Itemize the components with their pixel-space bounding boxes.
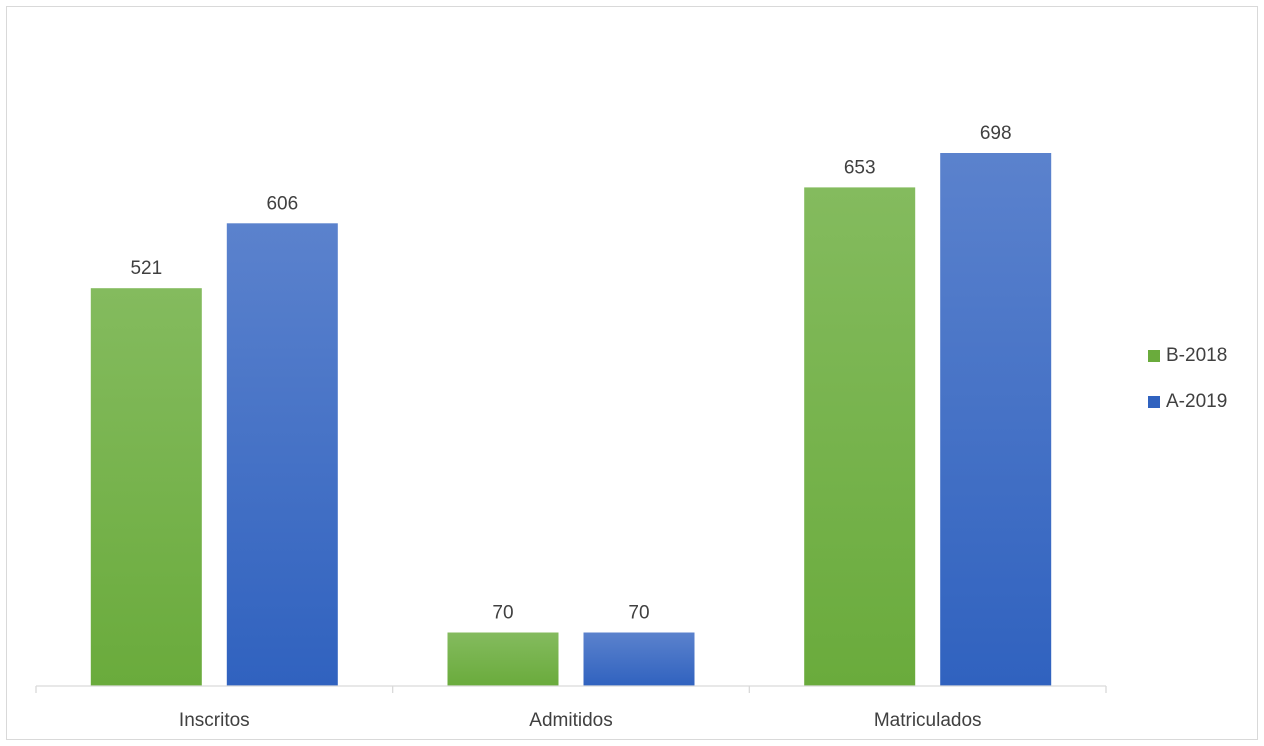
data-label-admitidos-series-0: 70 xyxy=(492,603,513,624)
bar-inscritos-series-1 xyxy=(226,223,338,687)
legend-item-series-0: B-2018 xyxy=(1148,343,1227,369)
x-tick-label-admitidos: Admitidos xyxy=(529,710,612,731)
data-label-inscritos-series-0: 521 xyxy=(130,258,162,279)
data-label-inscritos-series-1: 606 xyxy=(266,193,298,214)
bars-layer xyxy=(90,153,1052,687)
legend-label-series-0: B-2018 xyxy=(1166,345,1228,366)
legend-swatch-series-0 xyxy=(1148,350,1160,362)
bar-inscritos-series-0 xyxy=(90,288,202,686)
bar-matriculados-series-1 xyxy=(940,153,1052,686)
data-label-admitidos-series-1: 70 xyxy=(628,603,649,624)
x-tick-label-matriculados: Matriculados xyxy=(874,710,982,731)
legend: B-2018 A-2019 xyxy=(1148,343,1227,435)
legend-label-series-1: A-2019 xyxy=(1166,391,1228,412)
bar-admitidos-series-0 xyxy=(447,632,559,686)
data-label-matriculados-series-1: 698 xyxy=(980,123,1012,144)
bar-admitidos-series-1 xyxy=(583,632,695,686)
x-axis: Inscritos Admitidos Matriculados xyxy=(35,685,1107,731)
x-tick-label-inscritos: Inscritos xyxy=(179,710,250,731)
legend-swatch-series-1 xyxy=(1148,396,1160,408)
data-labels-layer: 521 606 70 70 653 698 xyxy=(130,123,1011,624)
bar-matriculados-series-0 xyxy=(804,187,916,686)
data-label-matriculados-series-0: 653 xyxy=(844,157,876,178)
legend-item-series-1: A-2019 xyxy=(1148,389,1227,415)
